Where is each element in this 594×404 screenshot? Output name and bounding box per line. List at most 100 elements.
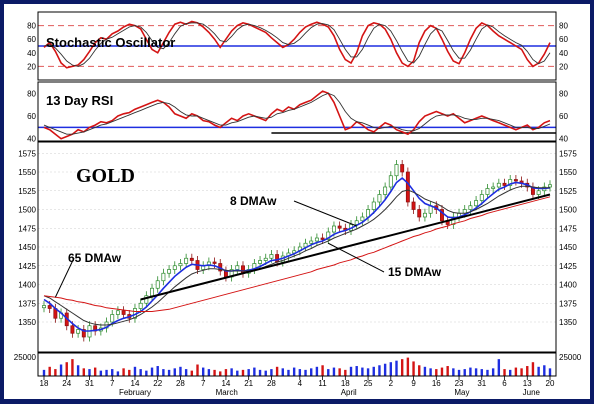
candle bbox=[508, 179, 513, 186]
candle bbox=[491, 186, 496, 189]
volume-bar bbox=[497, 359, 501, 376]
volume-bar bbox=[292, 367, 296, 376]
candle bbox=[513, 179, 518, 182]
volume-bar bbox=[224, 369, 228, 376]
x-tick-label: 9 bbox=[411, 379, 416, 388]
vol-panel-border bbox=[37, 352, 557, 377]
volume-bar bbox=[383, 363, 387, 376]
volume-bar bbox=[361, 367, 364, 376]
x-tick-label: 14 bbox=[221, 379, 230, 388]
rsi-title: 13 Day RSI bbox=[46, 93, 113, 108]
volume-bar bbox=[156, 366, 159, 376]
month-label-may: May bbox=[454, 388, 469, 397]
volume-bar bbox=[389, 362, 393, 376]
moving-average-65-dmaw bbox=[43, 196, 551, 312]
x-tick-label: 21 bbox=[244, 379, 253, 388]
candle bbox=[150, 287, 154, 297]
price-ytick-right: 1525 bbox=[559, 187, 577, 196]
candle bbox=[263, 257, 268, 261]
volume-bar bbox=[230, 368, 233, 376]
candle bbox=[383, 186, 388, 195]
trendline bbox=[140, 193, 551, 301]
rsi-ytick-left: 40 bbox=[27, 135, 36, 144]
candle bbox=[70, 325, 75, 334]
volume-bar bbox=[145, 370, 148, 376]
stoch-ytick-left: 40 bbox=[27, 49, 36, 58]
candle bbox=[320, 237, 325, 240]
volume-bar bbox=[378, 365, 381, 376]
volume-bar bbox=[287, 369, 290, 376]
rsi-panel-border bbox=[37, 81, 557, 142]
rsi-main-line bbox=[43, 90, 551, 140]
volume-bar bbox=[258, 369, 262, 376]
candle bbox=[440, 209, 444, 222]
rsi-ytick-right: 60 bbox=[559, 112, 568, 121]
x-tick-label: 18 bbox=[341, 379, 350, 388]
volume-bar bbox=[304, 369, 307, 376]
price-ytick-left: 1375 bbox=[18, 299, 36, 308]
volume-bar bbox=[54, 369, 57, 376]
candle bbox=[388, 175, 393, 188]
candle bbox=[184, 257, 189, 264]
volume-bar bbox=[327, 369, 330, 376]
volume-bar bbox=[548, 368, 552, 376]
volume-bar bbox=[332, 367, 336, 376]
candle bbox=[502, 182, 507, 186]
annotation-65-dmaw: 65 DMAw bbox=[68, 251, 122, 265]
price-panel bbox=[42, 160, 552, 342]
candle bbox=[417, 209, 422, 218]
volume-bar bbox=[406, 357, 410, 376]
price-ytick-right: 1500 bbox=[559, 206, 577, 215]
candle bbox=[536, 190, 541, 195]
volume-bar bbox=[531, 362, 535, 376]
candle bbox=[189, 257, 194, 261]
candle bbox=[178, 263, 183, 267]
candle bbox=[479, 194, 484, 201]
x-tick-label: 11 bbox=[318, 379, 327, 388]
candle bbox=[76, 329, 81, 334]
month-label-march: March bbox=[216, 388, 238, 397]
volume-bar bbox=[42, 369, 46, 376]
candle bbox=[47, 305, 52, 309]
price-ytick-right: 1375 bbox=[559, 299, 577, 308]
annotation-15-dmaw-leader bbox=[328, 242, 385, 273]
axes: 20 20 40 40 60 60 80 80 40 40 60 60 80 80 1350 1350 1375… bbox=[14, 11, 582, 397]
volume-bar bbox=[48, 366, 51, 376]
x-tick-label: 20 bbox=[546, 379, 555, 388]
candle bbox=[394, 164, 399, 177]
price-ytick-right: 1475 bbox=[559, 224, 577, 233]
vol-ytick-left: 25000 bbox=[14, 353, 37, 362]
price-ytick-left: 1425 bbox=[18, 262, 36, 271]
moving-average-8-dmaw bbox=[43, 176, 551, 332]
price-ytick-left: 1400 bbox=[18, 281, 36, 290]
rsi-panel bbox=[38, 90, 556, 140]
stoch-ytick-right: 60 bbox=[559, 35, 568, 44]
volume-bar bbox=[122, 368, 125, 376]
volume-bar bbox=[395, 360, 398, 376]
candle bbox=[161, 272, 166, 282]
volume-bar bbox=[196, 364, 199, 376]
volume-bar bbox=[184, 369, 188, 376]
vol-ytick-right: 25000 bbox=[559, 353, 582, 362]
candle bbox=[332, 225, 336, 233]
candle bbox=[314, 237, 319, 242]
volume-bar bbox=[457, 369, 461, 376]
stochastic-panel bbox=[38, 20, 556, 69]
moving-average-15-dmaw bbox=[43, 185, 550, 326]
x-tick-label: 2 bbox=[389, 379, 394, 388]
candle bbox=[115, 310, 120, 315]
volume-bar bbox=[275, 366, 279, 376]
candle bbox=[172, 265, 177, 270]
candle bbox=[337, 225, 342, 229]
volume-bar bbox=[99, 370, 103, 376]
candle bbox=[360, 216, 365, 222]
volume-bar bbox=[150, 367, 154, 376]
candle bbox=[269, 254, 274, 259]
price-ytick-right: 1550 bbox=[559, 168, 577, 177]
volume-bar bbox=[281, 368, 284, 376]
volume-bar bbox=[537, 366, 540, 376]
volume-bar bbox=[429, 368, 432, 376]
price-title: GOLD bbox=[76, 165, 135, 187]
rsi-ytick-right: 40 bbox=[559, 135, 568, 144]
